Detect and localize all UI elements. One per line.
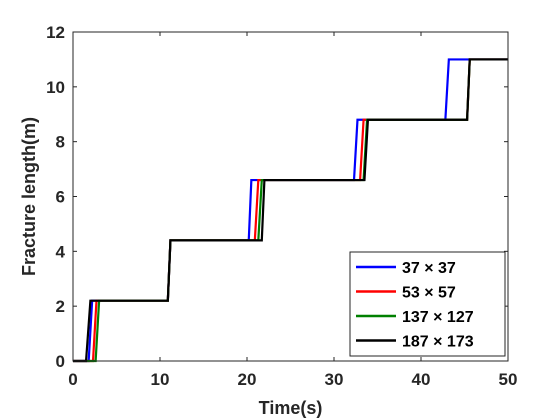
y-tick-label: 0 (56, 352, 65, 371)
series-line-1 (73, 58, 508, 363)
legend-label-3: 137 × 127 (402, 309, 474, 326)
y-tick-label: 12 (46, 23, 65, 42)
x-axis-label: Time(s) (259, 398, 323, 418)
x-tick-label: 30 (325, 370, 344, 389)
x-tick-label: 50 (499, 370, 518, 389)
series-layer (73, 58, 508, 363)
legend-box (349, 251, 506, 357)
series-line-4 (73, 58, 508, 363)
x-tick-label: 40 (412, 370, 431, 389)
x-tick-label: 20 (238, 370, 257, 389)
legend-label-4: 187 × 173 (402, 334, 474, 351)
legend-label-2: 53 × 57 (402, 285, 456, 302)
y-axis-label: Fracture length(m) (19, 117, 39, 276)
y-tick-label: 4 (56, 242, 66, 261)
legend-label-1: 37 × 37 (402, 260, 456, 277)
ticks-layer: 0 10 20 30 40 50 0 2 4 6 8 10 12 (46, 23, 517, 389)
y-tick-label: 6 (56, 188, 65, 207)
x-tick-label: 10 (151, 370, 170, 389)
y-tick-label: 8 (56, 133, 65, 152)
y-tick-label: 10 (46, 78, 65, 97)
x-tick-label: 0 (68, 370, 77, 389)
legend: 37 × 37 53 × 57 137 × 127 187 × 173 (349, 251, 506, 357)
y-tick-label: 2 (56, 297, 65, 316)
